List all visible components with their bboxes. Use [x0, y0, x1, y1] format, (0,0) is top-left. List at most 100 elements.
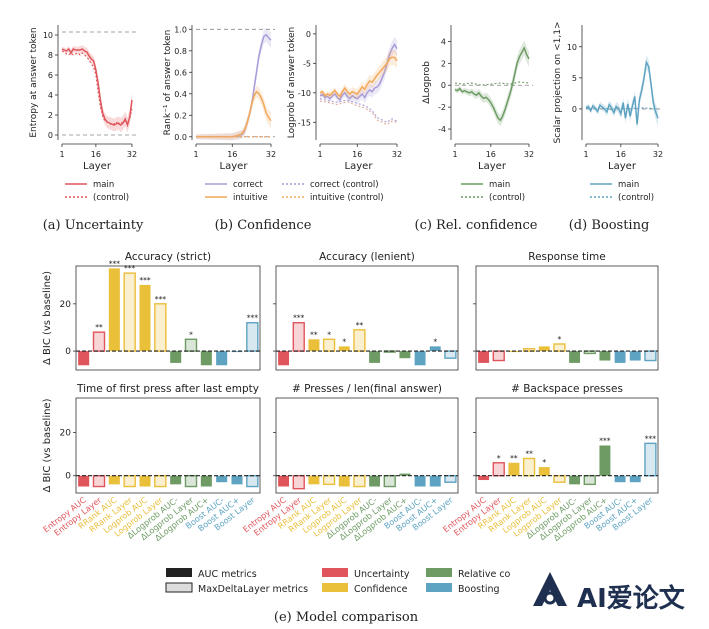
- series-line-1: [61, 50, 133, 126]
- subplot-frame: [75, 397, 261, 494]
- bar-rrank-auc: [308, 339, 320, 352]
- bar-rrank-layer: [322, 475, 336, 486]
- bar-subplot-1: Accuracy (lenient)***** *****: [273, 251, 459, 371]
- bar--logprob-auc-: [599, 351, 611, 361]
- series-band-1: [320, 49, 397, 101]
- y-axis-label: Entropy at answer token: [29, 27, 39, 137]
- caption-e: (e) Model comparison: [274, 610, 419, 625]
- bar-logprob-layer: [553, 475, 566, 483]
- bar-entropy-auc: [478, 351, 490, 363]
- bar--logprob-auc-: [170, 351, 182, 363]
- y-tick-label: 8: [48, 51, 53, 60]
- bar-rrank-layer: [123, 272, 136, 352]
- x-tick-label: 16: [352, 150, 362, 159]
- bar-logprob-layer: [154, 303, 167, 352]
- bar-boost-auc-: [231, 475, 243, 485]
- bar-entropy-layer: [492, 462, 505, 477]
- series-line-0: [61, 47, 133, 128]
- x-tick-label: 1: [193, 150, 198, 159]
- legend-label: main: [93, 180, 114, 190]
- x-tick-label: 1: [317, 150, 322, 159]
- significance-label: **: [356, 321, 364, 330]
- bar-entropy-auc: [278, 351, 290, 366]
- bar-rrank-auc: [508, 462, 520, 476]
- series-band-0: [62, 45, 132, 133]
- y-tick-label: 2: [441, 59, 446, 68]
- significance-label: *: [558, 335, 562, 344]
- bar-boost-auc-: [629, 351, 641, 361]
- bar-rrank-layer: [522, 457, 536, 477]
- x-tick-label: 32: [392, 150, 402, 159]
- legend-swatch-layer: [165, 582, 193, 593]
- bar-entropy-auc: [78, 475, 90, 487]
- bar-boost-layer: [246, 322, 259, 352]
- subplot-title: Accuracy (strict): [125, 251, 211, 263]
- series-band-0: [196, 27, 271, 141]
- caption-a: (a) Uncertainty: [43, 218, 144, 233]
- panel-logprob: -15 -10 -5 0 1 16 32 Layer Logprob of answer tok…: [287, 25, 402, 172]
- y-tick-label: -2: [438, 103, 446, 112]
- significance-label: ***: [124, 264, 136, 273]
- y-tick-label: 0.8: [174, 47, 187, 56]
- bar-logprob-auc: [338, 475, 350, 487]
- y-tick-label: 0.6: [174, 68, 187, 77]
- bar-entropy-layer: [292, 322, 305, 352]
- bar--logprob-auc-: [369, 351, 381, 363]
- legend-swatch-auc: [166, 568, 192, 577]
- subplot-title: Response time: [528, 251, 606, 263]
- bar-logprob-auc: [139, 284, 151, 352]
- x-axis-label: Layer: [478, 161, 507, 172]
- x-axis-label: Layer: [345, 161, 374, 172]
- bar--logprob-auc-: [569, 475, 581, 485]
- x-axis-label: Layer: [220, 161, 249, 172]
- bar--logprob-layer: [383, 475, 396, 488]
- bar-entropy-auc: [278, 475, 290, 487]
- y-tick-label: 0: [48, 131, 53, 140]
- y-axis-label: Δ BIC (vs baseline): [42, 398, 53, 492]
- bar--logprob-layer: [184, 475, 198, 488]
- panel-rank: 0.0 0.2 0.4 0.6 0.8 1.0 1 16 32 Layer Rank⁻¹ of an…: [163, 25, 276, 172]
- bar-boost-layer: [444, 475, 457, 483]
- series-band-0: [455, 40, 529, 126]
- panel-dlogprob: -4 -2 0 2 4 1 16 32 Layer ΔLogprob: [422, 25, 534, 172]
- bar--logprob-auc-: [399, 351, 411, 359]
- significance-label: *: [433, 337, 437, 346]
- bar-logprob-layer: [154, 475, 167, 488]
- x-tick-label: 1: [59, 150, 64, 159]
- x-tick-label: 1: [452, 150, 457, 159]
- y-tick-label: -5: [303, 59, 311, 68]
- bar-boost-auc-: [429, 346, 441, 352]
- significance-label: ***: [293, 314, 305, 323]
- legend-label: intuitive (control): [310, 193, 384, 203]
- series-line-0: [585, 59, 659, 125]
- bar-rrank-auc: [108, 268, 120, 352]
- bar-boost-auc-: [231, 351, 243, 353]
- bar-subplot-2: Response time *: [473, 251, 659, 371]
- legend-swatch-confidence: [322, 583, 348, 592]
- bar-boost-auc-: [614, 351, 626, 363]
- bar-logprob-auc: [538, 346, 550, 352]
- y-tick-label: 0: [441, 81, 446, 90]
- significance-label: *: [342, 337, 346, 346]
- bar--logprob-auc-: [369, 475, 381, 487]
- bar-entropy-layer: [92, 331, 106, 352]
- bar-boost-auc-: [614, 475, 626, 483]
- series-line-1: [454, 81, 530, 86]
- bar--logprob-layer: [583, 350, 596, 355]
- significance-label: **: [525, 449, 533, 458]
- x-tick-label: 32: [524, 150, 534, 159]
- bar-logprob-layer: [353, 475, 366, 488]
- bar-rrank-auc: [308, 475, 320, 485]
- panel-entropy: 0 2 4 6 8 10 1 16 32 Layer Entropy at answer token: [29, 25, 137, 172]
- bar--logprob-auc-: [569, 351, 581, 363]
- y-tick-label: 0.2: [174, 111, 187, 120]
- subplot-frame: [75, 265, 261, 371]
- bar-logprob-auc: [538, 467, 550, 476]
- bar-logprob-auc: [139, 475, 151, 487]
- series-line-0: [319, 43, 398, 102]
- legend-boosting: main (control): [590, 180, 654, 203]
- significance-label: ***: [247, 314, 259, 323]
- bar-boost-auc-: [216, 475, 228, 483]
